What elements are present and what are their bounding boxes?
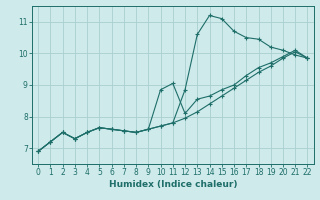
X-axis label: Humidex (Indice chaleur): Humidex (Indice chaleur) — [108, 180, 237, 189]
